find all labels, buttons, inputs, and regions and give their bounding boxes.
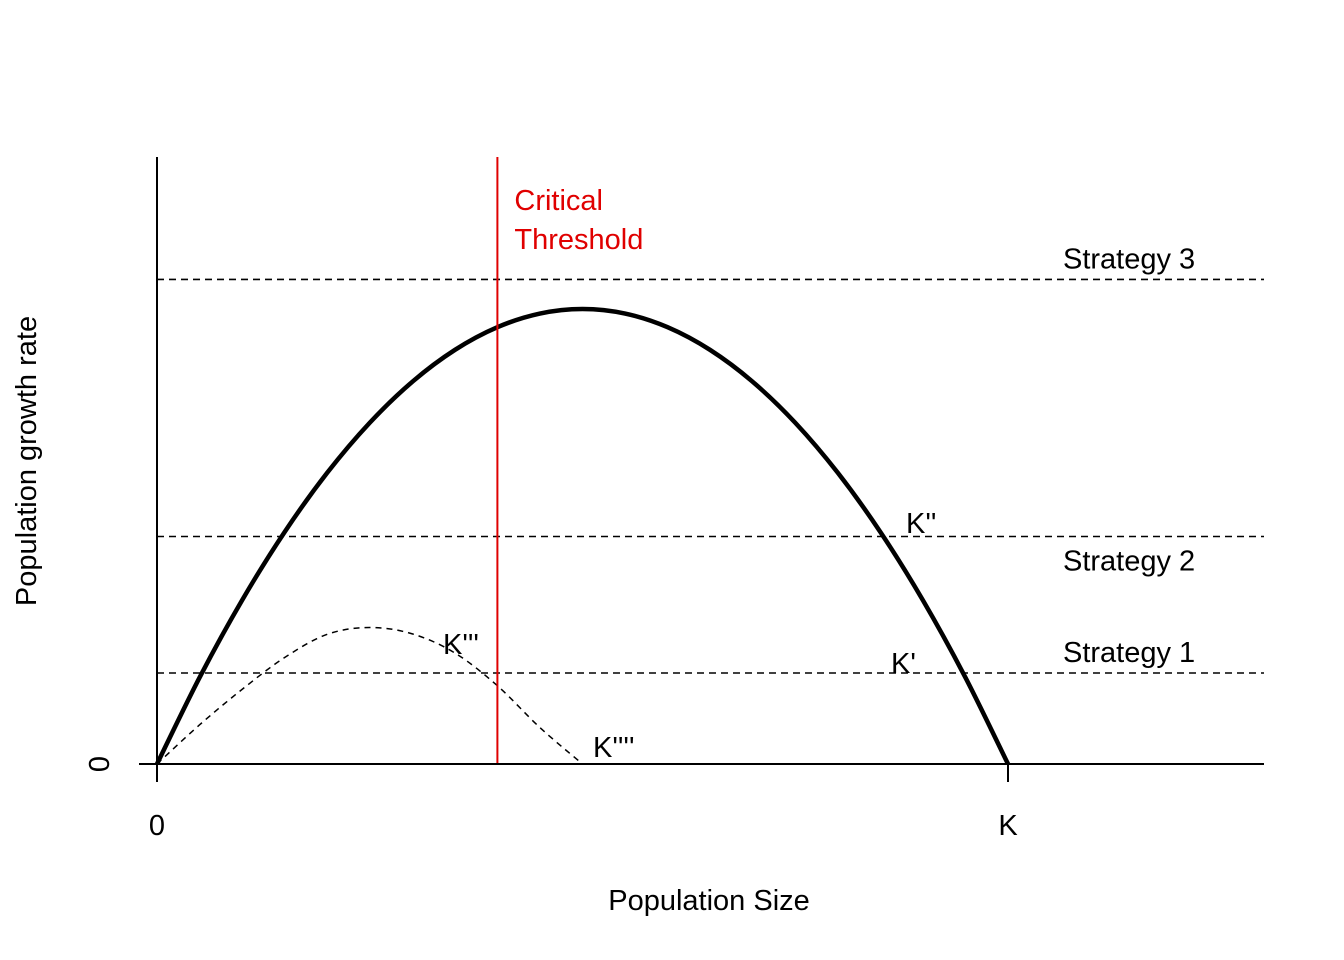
strategy-label-3: Strategy 3: [1063, 243, 1195, 275]
reduced-growth-curve: [157, 627, 583, 764]
annotation-label: K': [891, 648, 916, 680]
plot-area: Strategy 1 Strategy 2 Strategy 3 Critical Th…: [157, 157, 1264, 764]
x-tick-label: K: [998, 810, 1018, 842]
y-tick-label: 0: [84, 756, 116, 772]
annotation-label: K'': [906, 508, 936, 540]
strategy-label-2: Strategy 2: [1063, 546, 1195, 578]
x-axis-title: Population Size: [608, 885, 810, 917]
x-tick-label: 0: [149, 810, 165, 842]
annotation-label: K''': [443, 629, 479, 661]
strategy-label-1: Strategy 1: [1063, 637, 1195, 669]
annotation-label: K'''': [593, 732, 635, 764]
critical-threshold-label-line1: Critical: [514, 185, 603, 217]
critical-threshold-label-line2: Threshold: [514, 224, 643, 256]
y-axis-title: Population growth rate: [11, 316, 43, 606]
